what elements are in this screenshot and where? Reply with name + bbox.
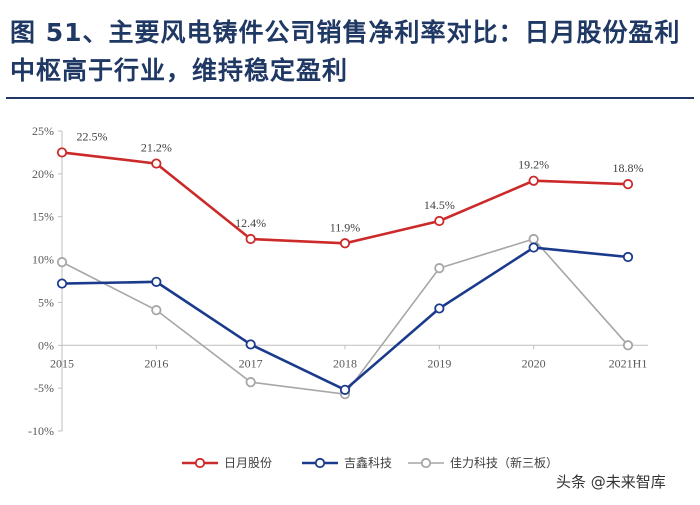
x-tick-label: 2018 xyxy=(333,356,357,370)
y-tick-label: 5% xyxy=(38,295,54,309)
x-tick-label: 2019 xyxy=(427,356,451,370)
data-label: 18.8% xyxy=(613,161,644,175)
legend-marker xyxy=(314,457,326,469)
series-line-2 xyxy=(61,238,629,395)
data-point xyxy=(528,242,539,253)
page-title: 图 51、主要风电铸件公司销售净利率对比：日月股份盈利中枢高于行业，维持稳定盈利 xyxy=(10,18,681,85)
data-point xyxy=(339,384,351,395)
y-tick-label: 0% xyxy=(38,338,54,352)
data-label: 12.4% xyxy=(235,216,266,230)
data-label: 14.5% xyxy=(424,198,455,212)
x-tick-label: 2020 xyxy=(522,356,546,370)
data-point xyxy=(56,278,68,289)
data-point xyxy=(151,305,162,316)
data-label: 21.2% xyxy=(141,141,172,155)
x-tick-label: 2021H1 xyxy=(609,356,648,370)
data-point xyxy=(622,340,634,351)
legend-label: 吉鑫科技 xyxy=(344,455,392,470)
data-point xyxy=(622,179,634,190)
y-tick-label: 15% xyxy=(32,210,54,224)
data-point xyxy=(245,233,256,245)
watermark: 头条 @未来智库 xyxy=(556,473,666,491)
data-point xyxy=(339,238,351,249)
data-point xyxy=(528,233,539,245)
y-tick-label: -10% xyxy=(28,424,54,438)
legend-marker xyxy=(194,457,206,469)
data-point xyxy=(245,377,256,388)
data-point xyxy=(151,158,162,169)
y-tick-label: 25% xyxy=(32,124,54,138)
data-point xyxy=(528,175,539,186)
title-divider xyxy=(6,97,694,99)
data-point xyxy=(151,276,162,287)
data-point xyxy=(56,147,68,158)
y-tick-label: 20% xyxy=(32,167,54,181)
data-point xyxy=(434,263,445,274)
data-label: 22.5% xyxy=(77,129,108,143)
x-tick-label: 2015 xyxy=(50,356,74,370)
data-point xyxy=(622,251,634,263)
data-point xyxy=(434,303,445,314)
legend-label: 日月股份 xyxy=(224,456,272,470)
data-label: 19.2% xyxy=(518,158,549,172)
x-tick-label: 2017 xyxy=(239,356,263,370)
legend-label: 佳力科技（新三板） xyxy=(450,455,558,470)
data-point xyxy=(245,339,256,350)
x-tick-label: 2016 xyxy=(144,356,168,370)
data-point xyxy=(56,257,68,268)
y-tick-label: -5% xyxy=(34,381,54,395)
legend-marker xyxy=(420,457,432,469)
y-tick-label: 10% xyxy=(32,253,54,267)
data-label: 11.9% xyxy=(330,220,361,234)
data-point xyxy=(434,215,445,227)
